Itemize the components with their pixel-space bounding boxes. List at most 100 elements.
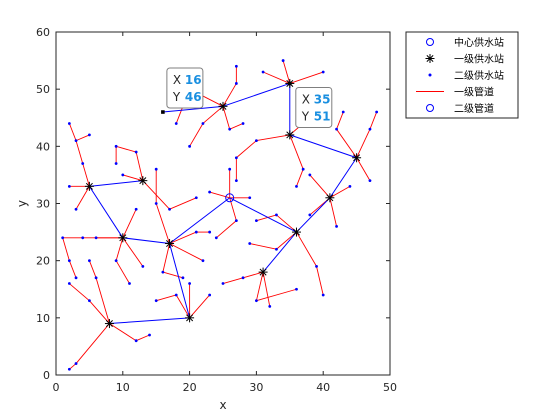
y-axis-ticks: 0 10 20 30 40 50 60 [36,26,390,382]
secondary-station [134,339,138,343]
secondary-station [335,224,338,228]
asterisk-stroke [353,154,361,162]
secondary-pipe [256,134,290,142]
secondary-station [295,184,298,188]
primary-station [185,313,195,323]
secondary-station [114,144,118,148]
secondary-station [114,259,118,263]
secondary-station [348,184,352,188]
data-tip-box [295,86,333,128]
secondary-pipe [62,237,70,261]
secondary-station [308,213,312,217]
secondary-station [194,230,198,234]
center-station [225,193,235,203]
legend-item: 二级管道 [426,102,494,115]
secondary-station [168,207,171,211]
asterisk-stroke [326,194,334,202]
x-axis-ticks: 0 10 20 30 40 50 [53,32,397,394]
secondary-station [268,305,272,308]
data-tip-y-label: Y [172,90,181,104]
asterisk-stroke [286,131,294,139]
axes-box [55,31,391,376]
data-tips: X 16 Y 46 X 35 Y 51 [161,67,333,128]
secondary-station [375,110,379,114]
primary-pipe [289,134,357,159]
secondary-station [234,156,238,160]
secondary-pipe [289,134,304,170]
secondary-pipe [356,157,371,181]
primary-pipe [109,317,190,325]
secondary-station [341,110,345,114]
data-tip-y-value: 46 [185,90,202,104]
secondary-pipe [329,197,337,227]
data-tip-y-label: Y [301,109,310,123]
secondary-station [201,122,205,125]
primary-station [165,239,175,249]
secondary-pipe [256,214,277,222]
secondary-pipe [256,288,297,302]
secondary-station [228,127,232,131]
secondary-pipe [75,140,84,164]
secondary-station [154,167,158,171]
secondary-pipe [122,237,144,267]
legend-item: 一级供水站 [425,53,504,66]
primary-pipe [169,197,230,244]
secondary-station [88,259,91,263]
y-axis-label: y [15,200,29,207]
secondary-pipe [209,191,230,199]
secondary-station [234,219,238,223]
legend-label: 一级管道 [454,86,494,99]
secondary-station [67,122,71,125]
secondary-pipe [189,123,204,147]
secondary-pipe [109,323,137,342]
x-tick-label: 50 [383,381,397,394]
secondary-station [88,299,91,303]
x-tick-label: 0 [53,381,60,394]
secondary-pipe [282,60,291,84]
secondary-station-markers [61,59,379,371]
legend-label: 中心供水站 [454,36,504,49]
secondary-station [94,236,98,240]
secondary-pipe [189,294,210,319]
secondary-station [194,196,198,200]
secondary-pipe [122,209,137,238]
y-tick-label: 60 [36,26,50,39]
secondary-station [154,299,158,303]
primary-station [84,181,94,191]
secondary-station [261,70,265,74]
legend-circle-marker [426,38,434,46]
plot-area: X 16 Y 46 X 35 Y 51 [55,31,391,376]
primary-station-markers [84,78,362,329]
secondary-pipe [115,260,130,284]
y-tick-label: 10 [36,312,50,325]
secondary-station [321,70,325,74]
secondary-station [241,122,245,125]
secondary-station [234,179,238,183]
legend-asterisk-marker [425,54,435,63]
secondary-station [368,179,372,183]
secondary-pipe [135,151,144,181]
secondary-pipe [115,145,137,153]
secondary-station [275,213,278,217]
legend-item: 二级供水站 [428,69,504,82]
secondary-pipe [75,186,90,210]
secondary-pipe [255,271,264,301]
secondary-pipe [296,231,317,267]
y-tick-label: 0 [43,369,50,382]
legend-label: 二级供水站 [454,69,504,82]
asterisk-stroke [186,314,194,322]
secondary-station [281,59,285,62]
x-tick-label: 40 [316,381,330,394]
secondary-pipe [162,271,184,279]
asterisk-stroke [426,54,434,63]
secondary-station [335,127,338,131]
primary-station [104,319,114,329]
secondary-station [221,282,225,285]
secondary-station [94,276,98,280]
asterisk-stroke [259,268,267,276]
legend-circle-marker [426,104,434,112]
secondary-pipe [155,203,170,244]
secondary-station [67,259,71,263]
